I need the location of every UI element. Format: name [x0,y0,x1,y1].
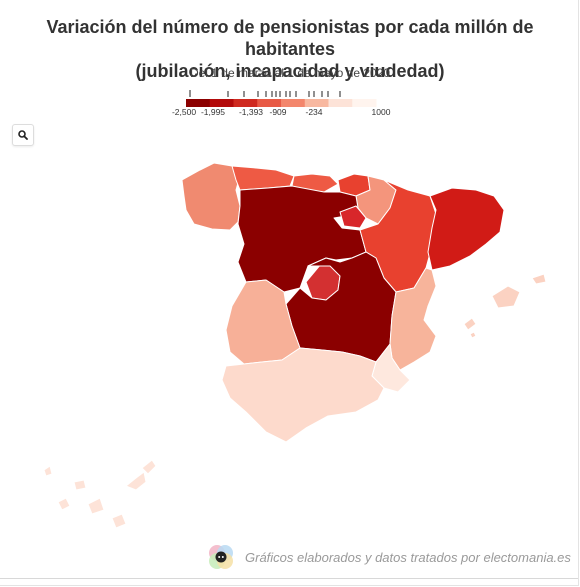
legend-label-4: -909 [269,107,286,117]
region-la-rioja[interactable] [339,205,367,229]
region-baleares-menorca[interactable] [531,273,547,285]
region-baleares-formentera[interactable] [469,331,477,339]
legend-label-3: -1,393 [239,107,263,117]
region-comunidad-valenciana[interactable] [389,267,437,371]
region-baleares-ibiza[interactable] [463,317,477,331]
legend-labels: -2,500 -1,995 -1,393 -909 -234 1000 [172,107,391,117]
legend-swatch-3 [233,99,258,107]
legend-svg: -2,500 -1,995 -1,393 -909 -234 1000 [172,90,391,117]
legend-label-6: 1000 [372,107,391,117]
credit: Gráficos elaborados y datos tratados por… [205,541,571,573]
legend-swatch-6 [304,99,329,107]
legend-label-1: -2,500 [172,107,196,117]
electomania-logo-icon [209,545,233,569]
legend-swatches [186,99,377,107]
map-svg [43,162,547,529]
region-canarias-7[interactable] [141,459,157,475]
region-extremadura[interactable] [225,279,301,365]
region-canarias-1[interactable] [43,465,53,477]
color-legend: -2,500 -1,995 -1,393 -909 -234 1000 [172,88,402,122]
chart-subtitle: Del 1 de marzo al 1 de mayo de 2020 [189,66,391,80]
title-line-2: (jubilación, incapacidad y viudedad) [135,61,445,81]
legend-swatch-4 [257,99,282,107]
bottom-divider [0,578,578,579]
title-line-1: Variación del número de pensionistas por… [46,17,534,59]
region-canarias-5[interactable] [111,513,127,529]
region-canarias-3[interactable] [73,479,87,491]
region-cataluna[interactable] [427,187,505,271]
chart-title: Variación del número de pensionistas por… [10,16,570,82]
legend-label-2: -1,995 [201,107,225,117]
spain-map [0,145,580,545]
legend-swatch-8 [352,99,377,107]
region-baleares-mallorca[interactable] [491,285,521,309]
legend-swatch-7 [328,99,353,107]
legend-label-5: -234 [305,107,322,117]
region-andalucia[interactable] [221,347,385,443]
region-canarias-6[interactable] [125,471,147,491]
region-galicia[interactable] [181,162,241,231]
region-canarias-2[interactable] [57,497,71,511]
credit-text: Gráficos elaborados y datos tratados por… [245,549,571,565]
region-canarias-4[interactable] [87,497,105,515]
legend-ticks [189,90,341,97]
legend-swatch-5 [281,99,306,107]
legend-swatch-1 [186,99,211,107]
legend-swatch-2 [209,99,234,107]
search-icon [18,130,28,140]
search-button[interactable] [12,124,34,146]
